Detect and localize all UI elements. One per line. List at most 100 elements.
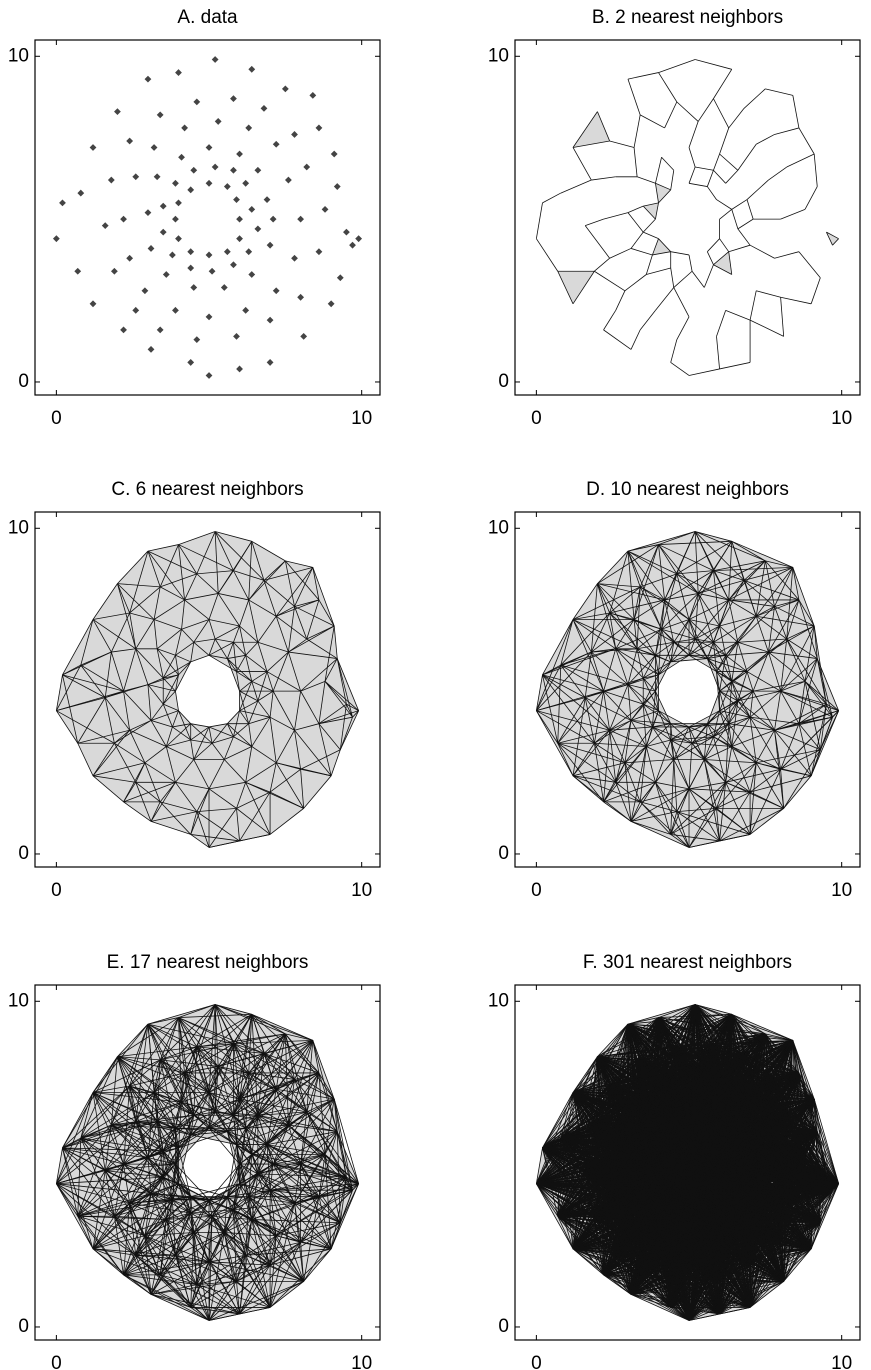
mesh-edge [178,710,191,724]
data-point [156,326,164,334]
mesh-edge [752,651,769,692]
mesh-edge [166,723,191,747]
mesh-edge [615,648,629,685]
mesh-edge [288,625,335,653]
mesh-triangle [695,625,726,656]
mesh-edge [615,648,644,679]
mesh-edge [786,638,818,659]
mesh-edge [780,297,785,337]
mesh-edge [181,619,210,630]
mesh-edge [318,599,335,627]
mesh-edge [190,726,210,741]
mesh-edge [166,746,194,760]
mesh-triangle [209,782,246,809]
mesh-edge [670,170,675,190]
plot-frame [34,39,381,396]
mesh-edge [594,742,647,747]
mesh-edge [217,593,240,627]
mesh-edge [688,182,708,187]
mesh-edge [658,710,672,741]
mesh-edge [609,612,638,650]
mesh-edge [697,98,714,122]
mesh-edge [749,768,781,793]
mesh-edge [294,599,320,607]
mesh-edge [184,573,198,601]
mesh-triangle [318,710,359,750]
data-point [126,254,134,262]
data-point [214,118,222,125]
mesh-edge [698,593,729,601]
mesh-edge [670,811,678,835]
mesh-edge [752,690,775,731]
x-tick-label: 0 [531,880,542,901]
mesh-triangle [151,704,173,727]
mesh-edge [114,742,146,764]
mesh-edge [162,677,176,692]
mesh-edge [208,781,246,790]
mesh-edge [661,629,672,662]
data-point [300,332,308,340]
mesh-edge [655,781,690,790]
mesh-edge [737,606,775,643]
mesh-edge [208,593,219,620]
mesh-edge [303,775,332,809]
data-point [236,235,243,243]
mesh-edge [768,651,782,692]
mesh-edge [594,729,610,744]
mesh-edge [312,567,320,601]
mesh-edge [129,612,137,649]
y-tick-label: 10 [488,517,509,538]
mesh-edge [676,101,699,122]
mesh-edge [62,674,106,698]
mesh-edge [535,202,543,239]
mesh-edge [655,674,659,692]
mesh-edge [695,59,732,70]
mesh-edge [688,166,696,184]
mesh-edge [691,736,714,744]
data-point [355,235,363,243]
mesh-edge [218,593,249,601]
mesh-edge [633,599,665,620]
mesh-edge [719,238,730,252]
mesh-edge [572,147,592,181]
data-point [153,173,161,181]
mesh-triangle [209,593,240,626]
mesh-triangle [209,808,271,848]
mesh-triangle [105,691,130,731]
mesh-edge [713,615,757,643]
mesh-edge [193,619,210,643]
mesh-edge [636,176,656,184]
mesh-triangle [157,629,182,656]
mesh-edge [804,681,833,718]
mesh-edge [245,781,304,809]
mesh-edge [196,807,237,813]
mesh-edge [147,684,152,721]
x-tick-label: 10 [831,408,852,429]
mesh-edge [593,691,604,744]
mesh-edge [670,739,675,760]
mesh-edge [603,691,611,731]
mesh-edge [318,716,353,725]
mesh-triangle [218,541,252,600]
mesh-triangle [190,642,210,662]
mesh-edge [643,202,659,207]
data-point [175,69,182,76]
mesh-edge [780,638,788,692]
mesh-edge [780,723,800,770]
data-point [132,306,140,314]
mesh-edge [670,739,690,789]
mesh-edge [208,654,237,672]
mesh-triangle [209,639,234,656]
mesh-edge [159,544,179,588]
mesh-edge [688,625,720,656]
mesh-edge [609,703,644,731]
mesh-edge [655,690,672,724]
mesh-edge [248,700,259,724]
mesh-edge [615,290,626,311]
mesh-edge [56,710,115,744]
data-point [168,251,176,259]
mesh-edge [646,746,674,760]
mesh-edge [627,648,638,685]
